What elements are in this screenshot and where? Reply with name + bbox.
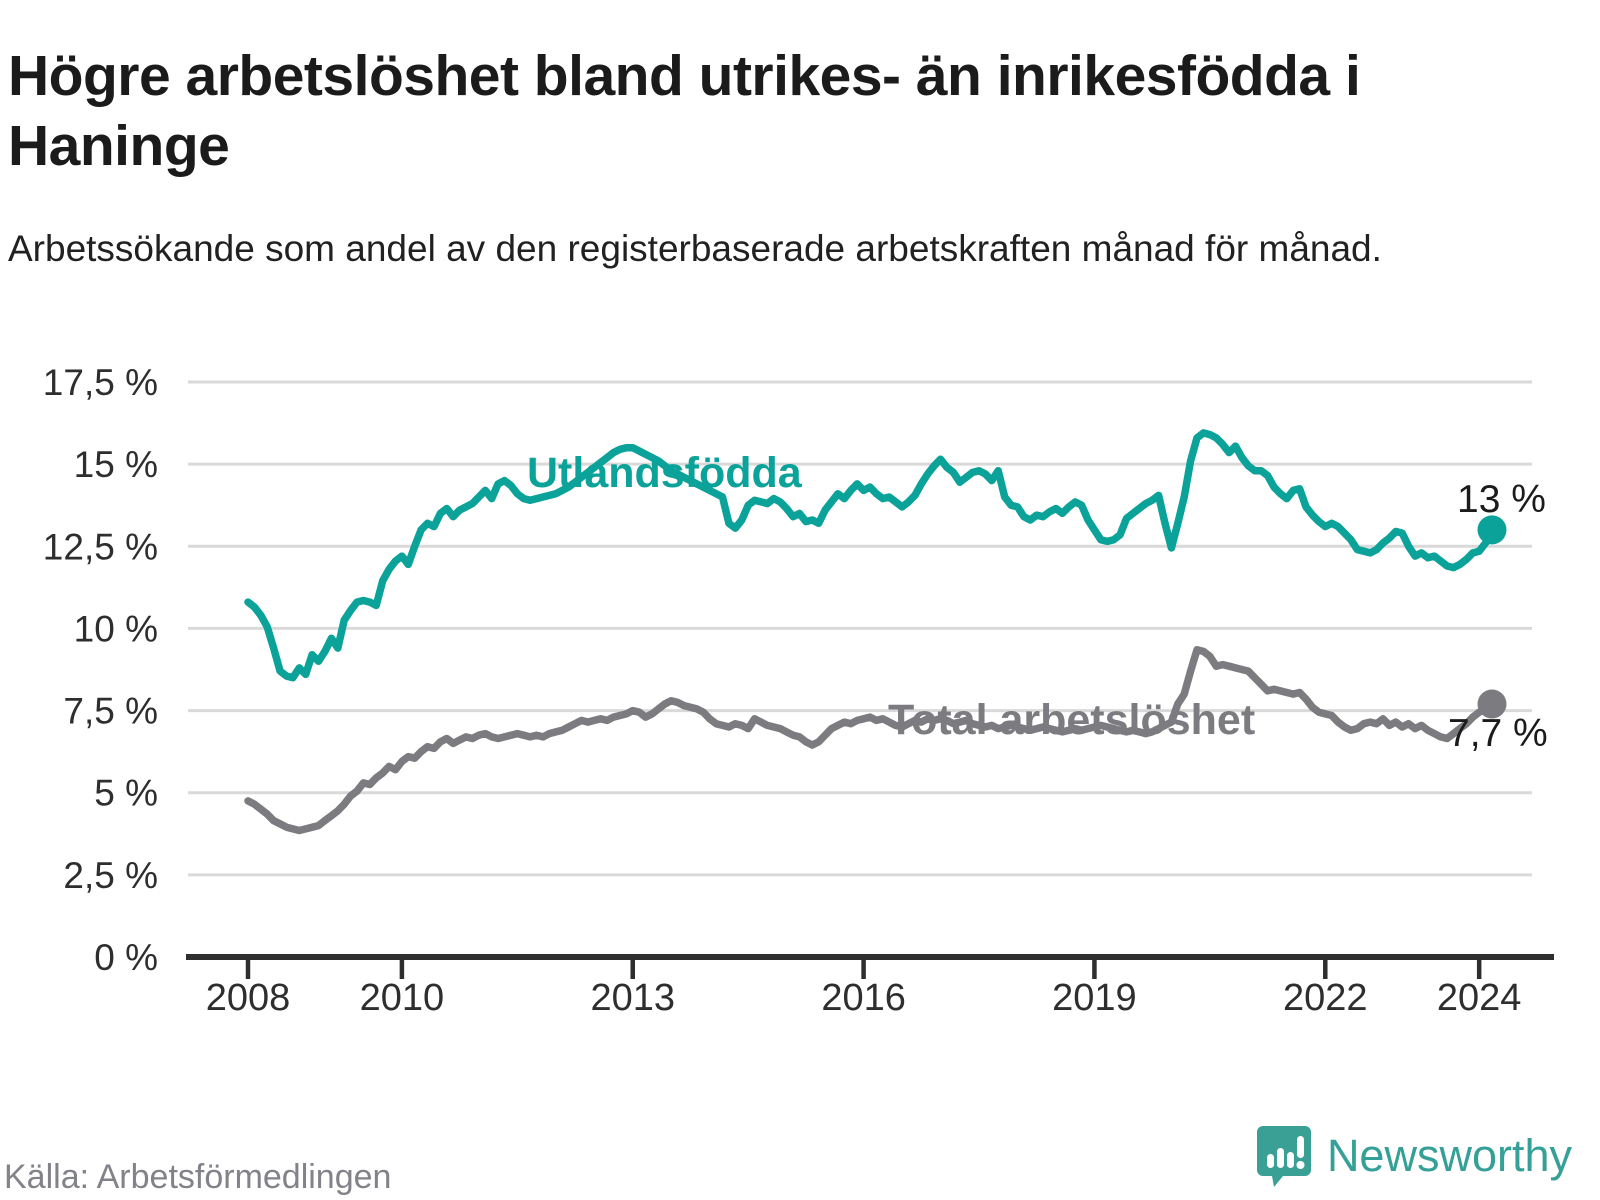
y-tick-label: 5 % — [94, 773, 158, 814]
y-tick-label: 15 % — [74, 444, 158, 485]
y-tick-label: 17,5 % — [43, 362, 158, 403]
series-label: Utlandsfödda — [527, 449, 803, 497]
y-tick-label: 12,5 % — [43, 526, 158, 567]
end-value-label: 13 % — [1457, 478, 1546, 521]
y-tick-label: 0 % — [94, 937, 158, 978]
newsworthy-icon — [1255, 1124, 1313, 1188]
y-tick-label: 2,5 % — [63, 855, 158, 896]
x-tick-label: 2019 — [1052, 977, 1137, 1019]
page-title: Högre arbetslöshet bland utrikes- än inr… — [8, 44, 1361, 178]
brand-logo: Newsworthy — [1255, 1124, 1572, 1188]
end-point-dot — [1477, 515, 1507, 545]
y-tick-label: 7,5 % — [63, 691, 158, 732]
page-subtitle: Arbetssökande som andel av den registerb… — [8, 228, 1382, 269]
x-tick-label: 2013 — [590, 977, 675, 1019]
series-label: Total arbetslöshet — [888, 696, 1255, 744]
x-tick-label: 2008 — [206, 977, 291, 1019]
series-line — [244, 429, 1496, 682]
brand-name: Newsworthy — [1326, 1130, 1572, 1181]
series-line — [244, 646, 1496, 835]
source-note: Källa: Arbetsförmedlingen — [4, 1158, 392, 1196]
x-tick-label: 2016 — [821, 977, 906, 1019]
y-tick-label: 10 % — [74, 608, 158, 649]
x-tick-label: 2022 — [1283, 977, 1368, 1019]
x-tick-label: 2024 — [1437, 977, 1522, 1019]
end-value-label: 7,7 % — [1448, 712, 1548, 755]
x-tick-label: 2010 — [360, 977, 445, 1019]
end-point-dot — [1477, 689, 1507, 719]
